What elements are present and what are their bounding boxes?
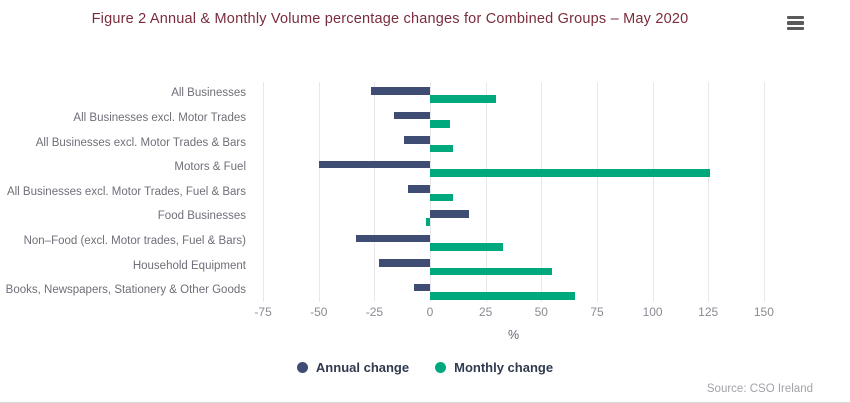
x-tick-label: 125 <box>698 305 719 320</box>
category-label: Motors & Fuel <box>174 161 246 174</box>
x-tick-label: 75 <box>590 305 604 320</box>
x-tick-label: 0 <box>426 305 434 320</box>
x-tick-label: -75 <box>254 305 272 320</box>
monthly-change-bar[interactable] <box>430 144 454 153</box>
x-axis-title: % <box>507 328 520 343</box>
x-tick-label: -25 <box>365 305 384 320</box>
legend-item-annual[interactable]: Annual change <box>296 360 410 375</box>
monthly-change-bar[interactable] <box>430 95 497 103</box>
category-label: All Businesses excl. Motor Trades, Fuel … <box>6 185 246 198</box>
legend-item-monthly[interactable]: Monthly change <box>435 360 553 375</box>
hamburger-bar <box>787 26 804 30</box>
legend-label: Monthly change <box>454 360 554 375</box>
legend-label: Annual change <box>315 360 410 375</box>
monthly-change-bar[interactable] <box>430 169 710 177</box>
legend-swatch-icon <box>435 362 447 373</box>
hamburger-menu-icon[interactable] <box>787 16 804 30</box>
gridline <box>763 82 765 303</box>
category-label: Books, Newspapers, Stationery & Other Go… <box>5 284 246 297</box>
category-label: Food Businesses <box>157 210 246 223</box>
x-tick-label: 25 <box>479 305 493 320</box>
x-tick-label: 100 <box>642 305 663 320</box>
category-label: All Businesses <box>171 87 246 100</box>
hamburger-bar <box>787 16 804 20</box>
gridline <box>374 82 376 303</box>
annual-change-bar[interactable] <box>408 185 430 193</box>
monthly-change-bar[interactable] <box>430 193 454 202</box>
gridline <box>708 82 710 303</box>
x-tick-label: 50 <box>534 305 548 320</box>
monthly-change-bar[interactable] <box>430 243 503 251</box>
category-label: Non–Food (excl. Motor trades, Fuel & Bar… <box>23 234 246 247</box>
gridline <box>541 82 543 303</box>
annual-change-bar[interactable] <box>378 259 431 267</box>
annual-change-bar[interactable] <box>414 283 430 292</box>
category-label: All Businesses excl. Motor Trades <box>73 111 246 124</box>
annual-change-bar[interactable] <box>394 111 430 120</box>
gridline <box>263 82 265 303</box>
monthly-change-bar[interactable] <box>426 218 430 226</box>
chart-title: Figure 2 Annual & Monthly Volume percent… <box>91 11 689 27</box>
annual-change-bar[interactable] <box>356 234 431 243</box>
x-tick-label: 150 <box>753 305 774 320</box>
annual-change-bar[interactable] <box>370 87 430 95</box>
category-label: Household Equipment <box>132 259 246 272</box>
monthly-change-bar[interactable] <box>430 120 450 128</box>
gridline <box>430 82 431 303</box>
annual-change-bar[interactable] <box>319 160 430 169</box>
gridline <box>318 82 320 303</box>
monthly-change-bar[interactable] <box>430 292 575 300</box>
gridline <box>597 82 598 303</box>
monthly-change-bar[interactable] <box>430 267 552 276</box>
source-note: Source: CSO Ireland <box>706 383 813 395</box>
legend-swatch-icon <box>296 362 308 373</box>
gridline <box>652 82 654 303</box>
hamburger-bar <box>787 21 804 25</box>
annual-change-bar[interactable] <box>404 136 430 144</box>
annual-change-bar[interactable] <box>430 210 469 218</box>
chart-legend: Annual change Monthly change <box>0 360 850 375</box>
gridline <box>485 82 487 303</box>
x-tick-label: -50 <box>310 305 328 320</box>
category-label: All Businesses excl. Motor Trades & Bars <box>35 136 246 149</box>
